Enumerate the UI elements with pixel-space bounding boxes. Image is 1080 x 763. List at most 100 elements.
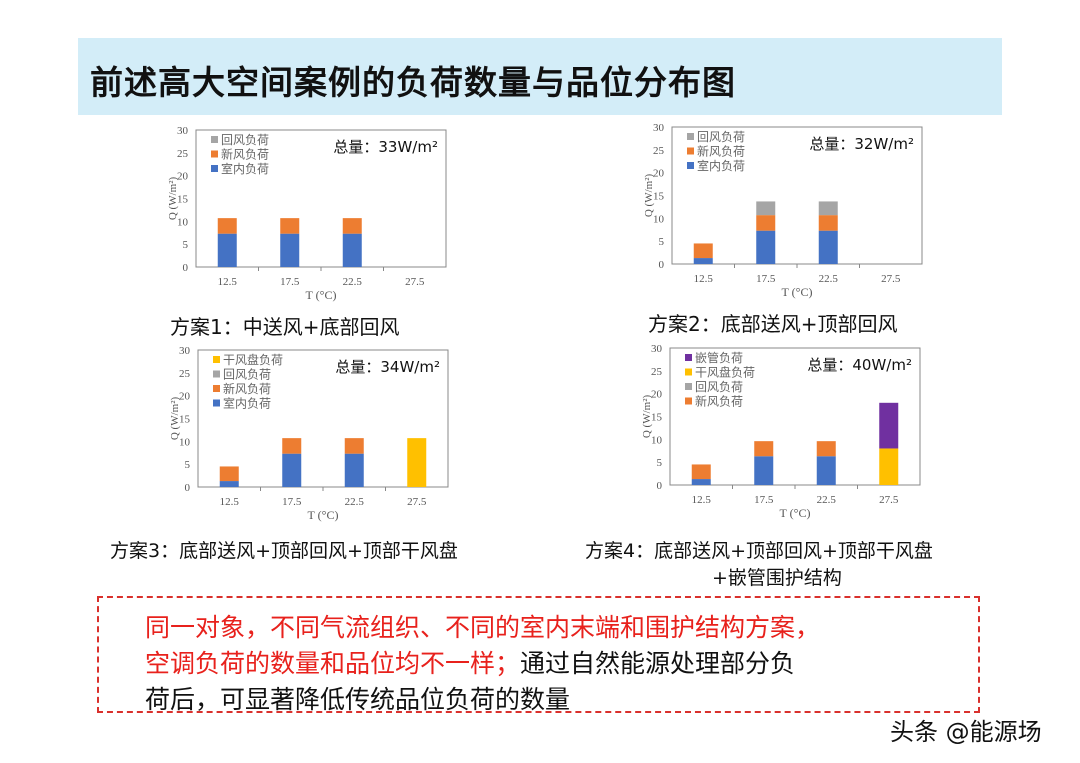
title-band: 前述高大空间案例的负荷数量与品位分布图 [78,38,1002,115]
x-tick-label: 12.5 [694,273,714,285]
legend-label: 嵌管负荷 [695,350,743,365]
y-tick-label: 10 [179,436,191,448]
x-tick-label: 17.5 [756,273,776,285]
y-tick-label: 0 [659,259,665,271]
bar-segment-22.5-新风负荷 [344,438,364,454]
y-tick-label: 5 [185,459,191,471]
legend-swatch [687,162,694,169]
bar-segment-22.5-室内负荷 [342,233,362,267]
bar-segment-17.5-新风负荷 [280,218,300,234]
x-tick-label: 27.5 [881,273,901,285]
bar-segment-27.5-嵌管负荷 [879,402,899,449]
plot-area [197,349,449,488]
legend-swatch [213,385,220,392]
bar-segment-17.5-回风负荷 [756,201,776,216]
legend-swatch [685,354,692,361]
legend-label: 新风负荷 [697,144,745,159]
total-load-label: 总量：32W/m² [809,135,914,153]
caption-scheme-4-line2: +嵌管围护结构 [712,567,842,589]
y-tick-label: 20 [179,391,191,403]
bar-segment-22.5-室内负荷 [818,230,838,264]
slide-title: 前述高大空间案例的负荷数量与品位分布图 [90,63,736,102]
bar-segment-17.5-新风负荷 [756,215,776,231]
legend-swatch [213,356,220,363]
x-tick-label: 17.5 [280,276,300,288]
y-tick-label: 15 [177,194,189,206]
plot-area [195,129,447,268]
legend-label: 回风负荷 [695,380,743,394]
bar-segment-17.5-室内负荷 [282,453,302,487]
bar-segment-27.5-干风盘负荷 [879,448,899,485]
bar-segment-22.5-新风负荷 [342,218,362,234]
legend-swatch [685,368,692,376]
x-tick-label: 27.5 [405,276,425,288]
y-tick-label: 5 [659,236,665,248]
total-load-label: 总量：34W/m² [335,358,440,376]
y-tick-label: 30 [651,343,663,355]
bar-segment-12.5-室内负荷 [217,233,237,267]
total-load-label: 总量：40W/m² [807,356,912,374]
legend-label: 回风负荷 [221,133,269,147]
y-tick-label: 15 [653,191,665,203]
bar-segment-22.5-新风负荷 [818,215,838,231]
y-tick-label: 20 [653,168,665,180]
x-axis-title: T (°C) [780,506,811,520]
bar-segment-12.5-新风负荷 [691,464,711,480]
bar-segment-22.5-新风负荷 [816,441,836,457]
y-tick-label: 30 [653,122,665,134]
legend-swatch [213,399,220,407]
watermark: 头条 @能源场 [890,718,1042,746]
y-tick-label: 0 [185,482,191,494]
bar-segment-17.5-新风负荷 [282,438,302,454]
x-tick-label: 12.5 [220,496,240,508]
y-tick-label: 30 [179,345,191,357]
legend-label: 回风负荷 [697,130,745,144]
legend-label: 室内负荷 [223,396,271,411]
conclusion-line-2: 空调负荷的数量和品位均不一样；通过自然能源处理部分负 [145,644,795,680]
bar-segment-12.5-室内负荷 [693,258,713,264]
y-tick-label: 25 [177,148,189,160]
legend-label: 回风负荷 [223,368,271,382]
caption-scheme-3: 方案3：底部送风+顶部回风+顶部干风盘 [110,540,458,562]
x-tick-label: 22.5 [819,273,839,285]
y-tick-label: 0 [183,262,189,274]
chart-scheme-4: 0 5 10 15 20 25 30 12.5 17.5 22.5 27.5 T (°C) Q (W/m… [641,343,921,520]
bar-segment-17.5-室内负荷 [754,456,774,485]
x-axis-title: T (°C) [306,288,337,302]
chart-scheme-3: 0 5 10 15 20 25 30 12.5 17.5 22.5 27.5 T (°C) Q (W/m… [169,345,449,522]
total-load-label: 总量：33W/m² [333,138,438,156]
legend-swatch [211,165,218,172]
conclusion-line-1: 同一对象，不同气流组织、不同的室内末端和围护结构方案， [145,613,821,642]
chart-scheme-2: 0 5 10 15 20 25 30 12.5 17.5 22.5 27.5 T (°C) Q (W/m… [643,122,923,299]
y-axis-title: Q (W/m²) [169,397,181,441]
bar-segment-12.5-室内负荷 [219,481,239,487]
legend-label: 干风盘负荷 [223,352,283,367]
bar-segment-22.5-室内负荷 [816,456,836,485]
bar-segment-12.5-新风负荷 [217,218,237,234]
legend-swatch [685,383,692,390]
legend-swatch [687,133,694,140]
legend-swatch [211,136,218,143]
x-tick-label: 27.5 [879,494,899,506]
conclusion-line-3: 荷后，可显著降低传统品位负荷的数量 [145,685,571,714]
chart-scheme-1: 0 5 10 15 20 25 30 12.5 17.5 22.5 27.5 T (°C) Q (W/m… [167,125,447,302]
y-tick-label: 20 [651,389,663,401]
y-tick-label: 10 [177,216,189,228]
legend-swatch [685,397,692,405]
x-tick-label: 17.5 [754,494,774,506]
bar-segment-17.5-新风负荷 [754,441,774,457]
legend-label: 干风盘负荷 [695,365,755,380]
y-tick-label: 20 [177,171,189,183]
y-tick-label: 0 [657,480,663,492]
bar-segment-22.5-室内负荷 [344,453,364,487]
y-tick-label: 30 [177,125,189,137]
x-tick-label: 22.5 [343,276,363,288]
x-tick-label: 17.5 [282,496,302,508]
x-tick-label: 12.5 [218,276,238,288]
bar-segment-12.5-新风负荷 [693,243,713,259]
y-tick-label: 10 [653,213,665,225]
legend-label: 室内负荷 [697,158,745,173]
x-axis-title: T (°C) [782,285,813,299]
bar-segment-12.5-新风负荷 [219,466,239,482]
conclusion-box: 同一对象，不同气流组织、不同的室内末端和围护结构方案， 空调负荷的数量和品位均不… [97,596,980,714]
